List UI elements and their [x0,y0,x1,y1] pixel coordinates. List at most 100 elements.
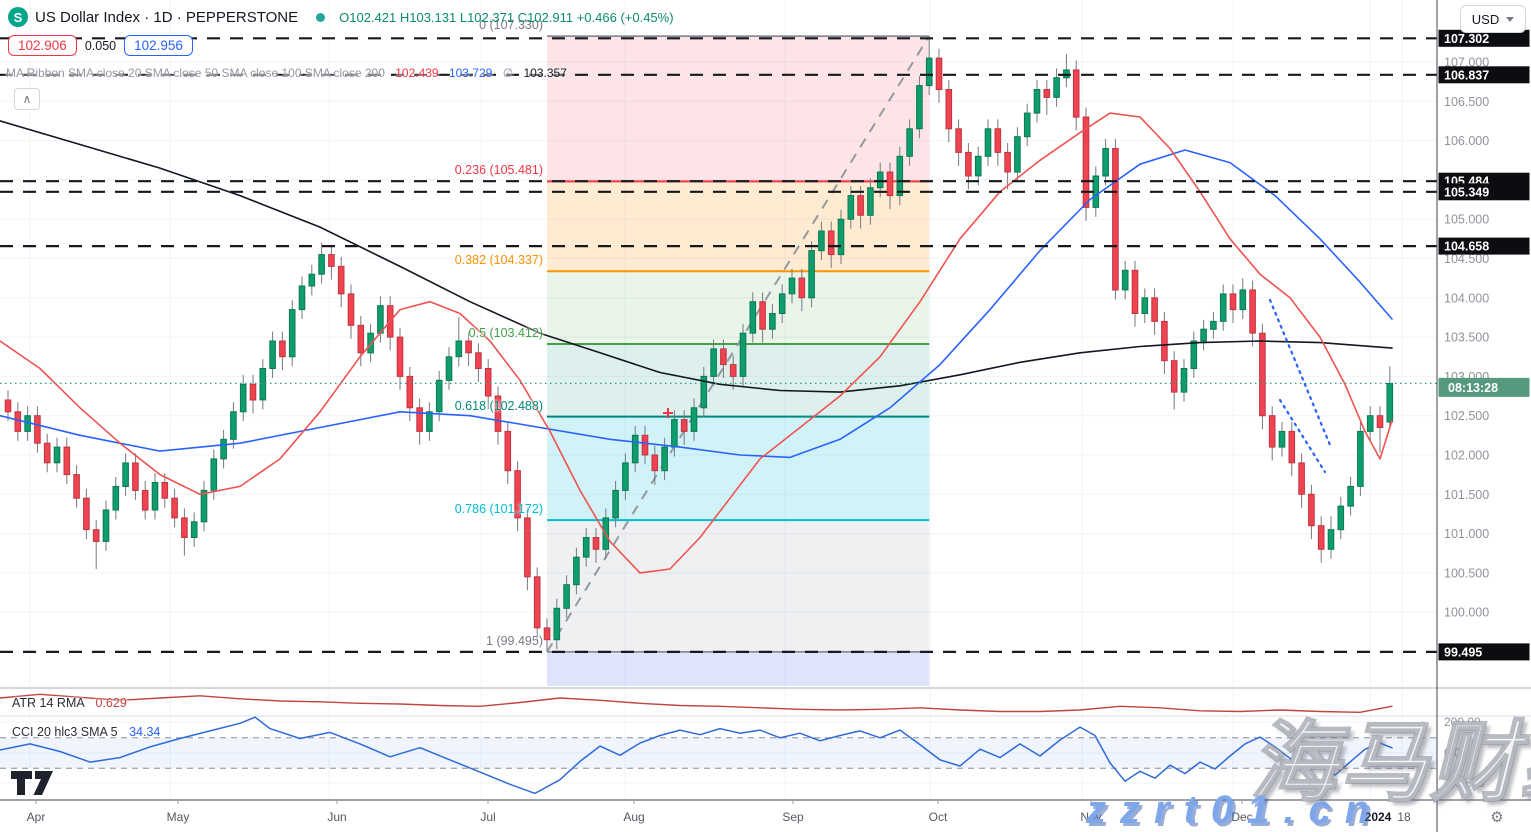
candle [592,537,600,550]
candle [73,474,80,499]
candle [1043,89,1051,98]
candle [34,415,41,444]
candle [1180,368,1188,393]
candle [475,352,482,369]
candle [171,497,178,519]
candle [14,411,22,432]
time-axis-month-label: Apr [27,810,46,824]
candle [288,309,296,358]
candle [83,497,90,531]
candle [1121,269,1129,291]
symbol-logo-icon[interactable]: S [8,7,28,27]
time-axis-area[interactable] [0,801,1531,832]
candle [1082,116,1090,208]
candle [181,517,188,539]
price-tick-label: 105.000 [1444,213,1489,227]
candle [1376,415,1384,429]
buy-sell-widget: 102.906 0.050 102.956 [8,35,193,56]
candle [1112,148,1119,291]
cci-tick-label: -200.00 [1444,776,1485,790]
candle [435,379,443,413]
candle [955,128,962,153]
candle [974,155,982,177]
price-axis-area[interactable] [1438,0,1531,800]
candle [328,254,335,267]
candle [906,128,913,157]
price-level-badge-label: 106.837 [1444,68,1489,82]
candle [259,368,267,401]
market-status-dot-icon [316,12,326,22]
cci-legend[interactable]: CCI 20 hlc3 SMA 5 34.34 [12,725,160,739]
candle [337,265,345,295]
symbol-title[interactable]: US Dollar Index · 1D · PEPPERSTONE [35,8,299,26]
collapse-legend-button[interactable]: ∧ [14,88,40,110]
candle [896,155,904,197]
candle [1268,415,1276,448]
candle [827,230,835,256]
price-level-badge [1438,643,1530,661]
candle [1151,297,1158,322]
candle [1366,415,1374,432]
candle [543,627,551,641]
candle [347,293,355,326]
candle [533,576,541,629]
candle [700,375,708,409]
candle [298,285,306,311]
candle [122,462,129,487]
sma50-line [0,149,1393,459]
fib-band [547,36,930,182]
price-level-badge [1438,237,1530,255]
time-axis-settings-gear-icon[interactable]: ⚙ [1490,809,1503,826]
currency-selector[interactable]: USD [1460,5,1526,33]
candle [279,340,286,358]
candle [778,293,786,314]
candle [720,348,727,366]
ma-sma200-value: 103.357 [523,66,567,80]
fib-band-below-1 [547,651,930,686]
buy-price-button[interactable]: 102.956 [124,35,193,56]
fib-trendline[interactable] [546,35,931,653]
candle [504,430,512,472]
candle [230,411,237,440]
candle [1288,430,1296,464]
candle [132,462,139,491]
cci-line [0,716,1393,795]
candle [631,434,639,464]
candle [1327,529,1335,550]
candle [582,537,590,558]
time-axis-year-label: 2024 [1365,810,1392,824]
dotted-trendline-annotation[interactable] [1268,298,1332,447]
atr-legend[interactable]: ATR 14 RMA 0.629 [12,696,127,710]
fib-band [547,416,930,520]
candle [102,509,110,542]
candle [847,195,855,220]
candle [1249,289,1256,334]
price-tick-label: 104.000 [1444,291,1489,305]
candle [377,305,384,334]
time-axis-month-label: Sep [782,810,804,824]
candle [916,85,923,130]
candle [553,607,561,641]
candle [1386,383,1394,423]
ma-ribbon-legend[interactable]: MA Ribbon SMA close 20 SMA close 50 SMA … [6,66,567,80]
time-axis-day-label: 18 [1397,810,1411,824]
candle [1033,89,1041,114]
fib-band [547,181,930,272]
candle [661,446,668,472]
sell-price-button[interactable]: 102.906 [8,35,77,56]
time-axis-month-label: Oct [929,810,948,824]
bar-countdown-badge [1438,377,1530,397]
candle [1102,148,1109,177]
candle [445,356,453,381]
candle [1141,297,1149,314]
dotted-trendline-annotation[interactable] [1278,398,1327,474]
tradingview-logo-icon[interactable] [10,770,56,796]
candle [739,332,747,377]
candle [220,438,227,460]
candle [210,458,218,491]
candle [141,489,149,511]
candle [1219,293,1227,322]
candle [63,446,71,476]
candle [759,301,766,330]
